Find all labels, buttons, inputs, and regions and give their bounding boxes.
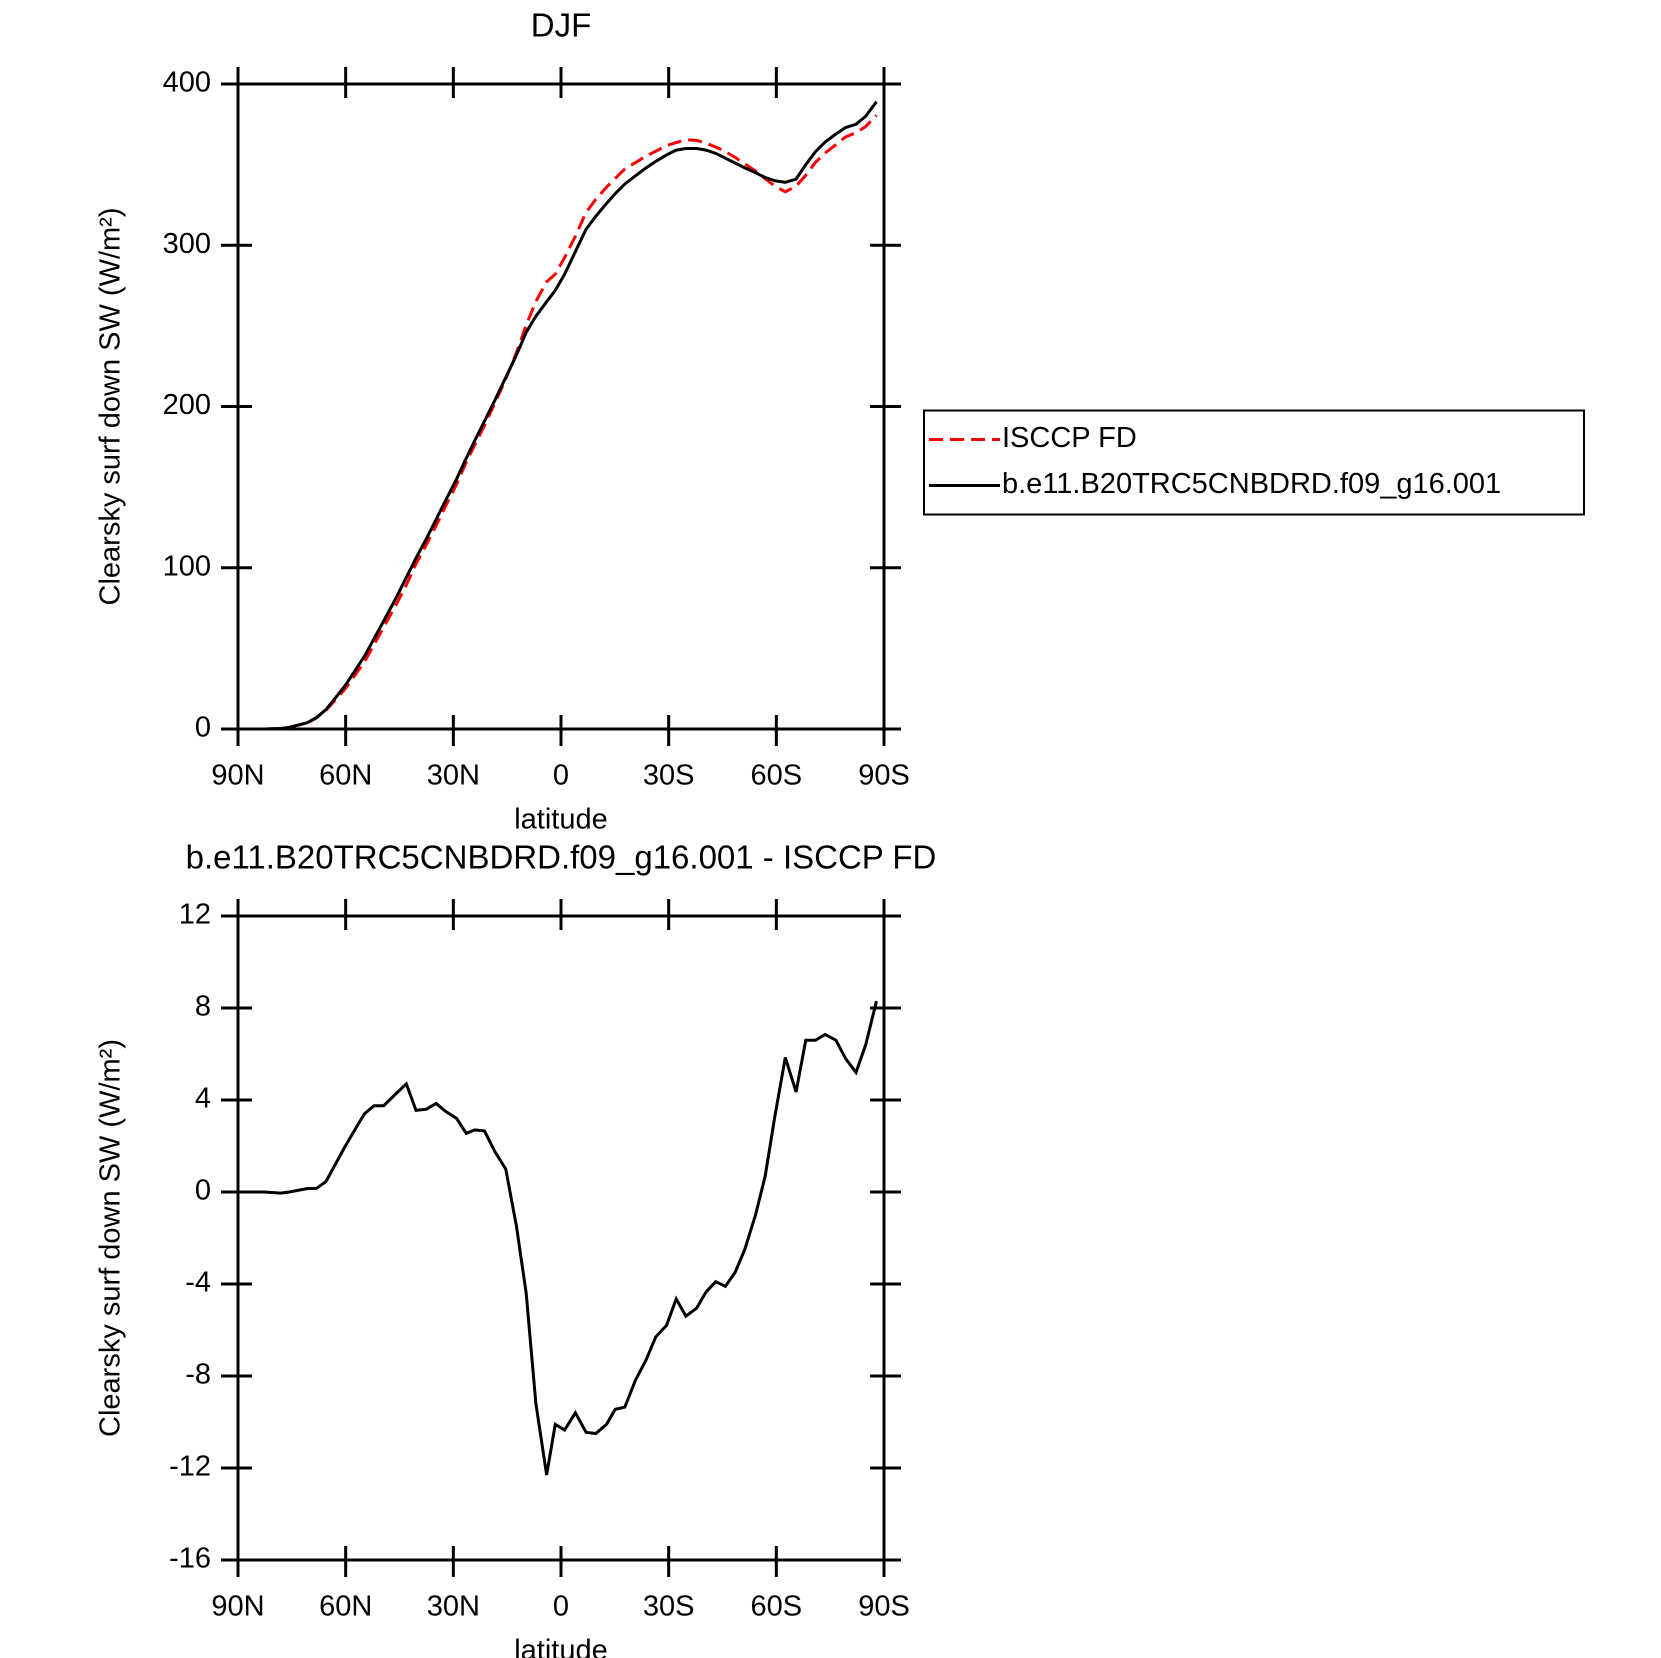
- plot-frame: [236, 914, 886, 1562]
- x-tick-label: 90N: [211, 760, 264, 792]
- y-tick-label: 0: [195, 712, 211, 744]
- legend-label: b.e11.B20TRC5CNBDRD.f09_g16.001: [1002, 468, 1501, 500]
- y-axis-label: Clearsky surf down SW (W/m²): [95, 1039, 127, 1437]
- chart-title: DJF: [531, 7, 592, 44]
- legend-box: [923, 409, 1585, 516]
- y-axis-label: Clearsky surf down SW (W/m²): [95, 208, 127, 606]
- y-tick-label: 12: [179, 899, 211, 931]
- x-tick-label: 90N: [211, 1591, 264, 1623]
- data-line: [246, 100, 878, 731]
- x-tick-label: 60N: [319, 760, 372, 792]
- x-tick-label: 0: [553, 1591, 569, 1623]
- y-tick-label: -12: [169, 1451, 211, 1483]
- y-tick-label: -4: [185, 1267, 211, 1299]
- data-line: [246, 114, 878, 731]
- x-tick-label: 30N: [427, 760, 480, 792]
- chart-title: b.e11.B20TRC5CNBDRD.f09_g16.001 - ISCCP …: [186, 839, 937, 876]
- legend-label: ISCCP FD: [1002, 422, 1137, 454]
- x-tick-label: 30S: [643, 760, 695, 792]
- x-tick-label: 60S: [751, 760, 803, 792]
- x-tick-label: 30N: [427, 1591, 480, 1623]
- y-tick-label: 8: [195, 991, 211, 1023]
- x-tick-label: 30S: [643, 1591, 695, 1623]
- y-tick-label: 200: [163, 389, 211, 421]
- data-line: [246, 1000, 878, 1476]
- y-tick-label: 100: [163, 550, 211, 582]
- x-tick-label: 90S: [858, 1591, 910, 1623]
- x-tick-label: 90S: [858, 760, 910, 792]
- y-tick-label: 0: [195, 1175, 211, 1207]
- y-tick-label: 4: [195, 1083, 211, 1115]
- y-tick-label: -8: [185, 1359, 211, 1391]
- x-axis-label: latitude: [514, 1635, 608, 1658]
- x-tick-label: 60N: [319, 1591, 372, 1623]
- x-tick-label: 60S: [751, 1591, 803, 1623]
- y-tick-label: -16: [169, 1543, 211, 1575]
- x-axis-label: latitude: [514, 804, 608, 836]
- x-tick-label: 0: [553, 760, 569, 792]
- y-tick-label: 400: [163, 67, 211, 99]
- y-tick-label: 300: [163, 228, 211, 260]
